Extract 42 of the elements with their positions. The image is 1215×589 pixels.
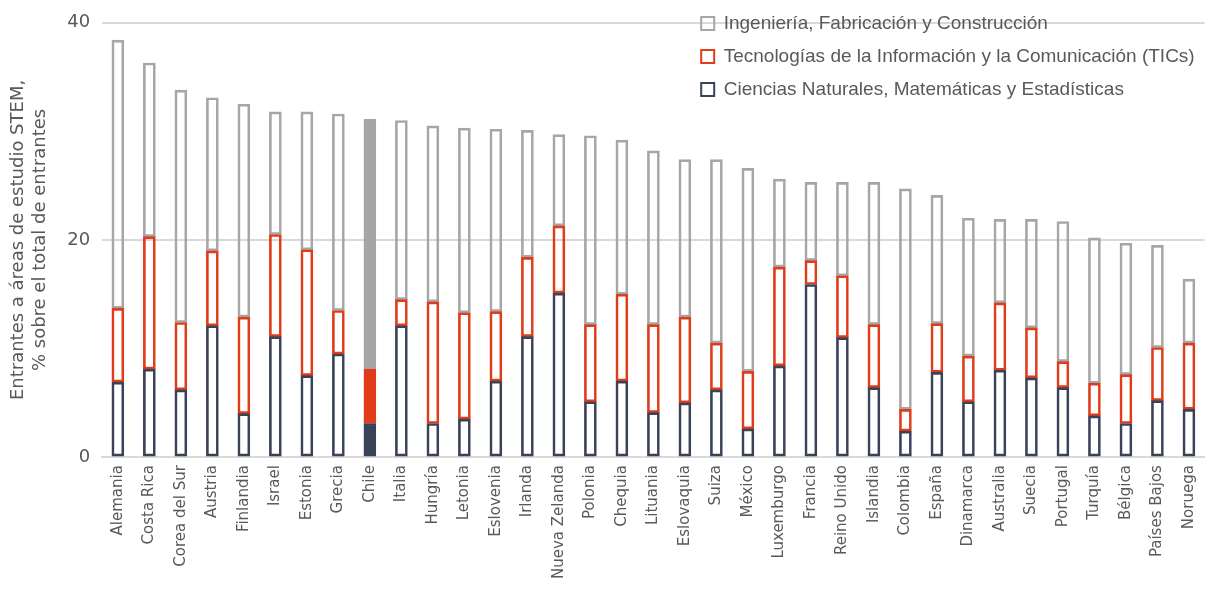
x-tick-label: Reino Unido — [832, 465, 851, 556]
x-tick-label: España — [926, 465, 945, 520]
x-tick-label: Chequia — [611, 465, 630, 527]
x-tick-label: Irlanda — [517, 465, 536, 518]
x-tick-label: Finlandia — [233, 465, 252, 533]
x-tick-label: Australia — [989, 465, 1008, 532]
x-tick-label: Suiza — [706, 465, 725, 506]
x-tick-label: México — [737, 465, 756, 518]
x-tick-label: Corea del Sur — [170, 464, 189, 567]
x-tick-label: Noruega — [1178, 465, 1197, 530]
x-tick-label: Bélgica — [1115, 465, 1134, 520]
x-tick-label: Portugal — [1052, 465, 1071, 528]
x-tick-label: Israel — [265, 465, 284, 507]
x-tick-label: Nueva Zelanda — [548, 465, 567, 580]
x-tick-label: Hungría — [422, 465, 441, 525]
y-tick-label: 20 — [67, 227, 91, 249]
x-tick-label: Dinamarca — [958, 465, 977, 547]
x-tick-label: Suecia — [1021, 465, 1040, 515]
x-tick-label: Costa Rica — [139, 465, 158, 545]
y-axis-title: Entrantes a áreas de estudio STEM, % sobre el total de entrantes — [6, 79, 50, 401]
x-tick-label: Austria — [202, 465, 221, 519]
x-tick-label: Lituania — [643, 465, 662, 526]
x-tick-label: Eslovaquia — [674, 465, 693, 547]
x-tick-label: Colombia — [895, 465, 914, 536]
x-tick-label: Turquía — [1084, 465, 1103, 521]
x-tick-label: Italia — [391, 465, 410, 503]
legend-label: Ciencias Naturales, Matemáticas y Estadísticas — [723, 77, 1124, 99]
x-tick-label: Alemania — [107, 465, 126, 536]
legend-label: Ingeniería, Fabricación y Construcción — [723, 11, 1048, 33]
x-tick-label: Grecia — [328, 465, 347, 514]
legend-label: Tecnologías de la Información y la Comunicación (TICs) — [723, 44, 1195, 66]
x-tick-label: Eslovenia — [485, 465, 504, 537]
y-tick-label: 0 — [78, 444, 91, 466]
x-tick-label: Países Bajos — [1147, 464, 1166, 558]
x-tick-label: Letonia — [454, 465, 473, 521]
x-tick-label: Francia — [800, 465, 819, 520]
x-tick-label: Chile — [359, 465, 378, 503]
x-tick-label: Estonia — [296, 465, 315, 521]
x-tick-label: Luxemburgo — [769, 465, 788, 559]
y-tick-label: 40 — [67, 10, 91, 32]
x-tick-label: Polonia — [580, 465, 599, 520]
x-tick-label: Islandia — [863, 465, 882, 524]
